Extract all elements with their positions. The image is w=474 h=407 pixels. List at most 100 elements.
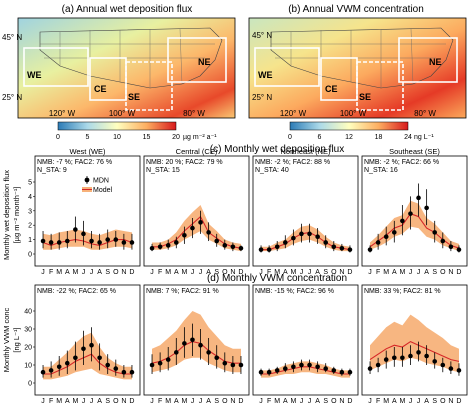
mdn-point [97, 355, 102, 361]
month-label: A [97, 398, 102, 405]
mdn-point [230, 244, 236, 250]
panel-stats: NMB: -7 %; FAC2: 76 % [37, 159, 112, 166]
map-b-region-ne: NE [429, 57, 442, 67]
month-label: J [90, 269, 94, 276]
legend-mdn-marker [84, 177, 90, 183]
month-label: F [158, 398, 162, 405]
month-label: M [383, 269, 389, 276]
ytick-label: 30 [24, 327, 32, 334]
mdn-point [105, 362, 111, 368]
map-b-lon-80: 80° W [414, 109, 436, 118]
month-label: J [259, 398, 263, 405]
month-label: M [165, 398, 171, 405]
month-label: S [214, 398, 219, 405]
mdn-point [222, 360, 228, 366]
mdn-point [456, 247, 462, 252]
month-label: J [300, 398, 304, 405]
month-label: J [409, 398, 413, 405]
mdn-point [48, 240, 54, 245]
month-label: J [368, 398, 372, 405]
mdn-point [121, 369, 127, 375]
map-a-cb-tick: 0 [56, 134, 60, 141]
ytick-label: 3 [28, 208, 32, 215]
model-line [43, 353, 132, 375]
month-label: A [97, 269, 102, 276]
month-label: O [222, 269, 228, 276]
mdn-point [440, 362, 446, 368]
mdn-point [456, 368, 462, 373]
month-label: F [49, 398, 53, 405]
panel-stats: N_STA: 40 [255, 167, 289, 174]
map-a-cb-tick: 5 [86, 134, 90, 141]
mdn-point [73, 227, 78, 232]
panel-stats: N_STA: 15 [146, 167, 180, 174]
month-label: S [432, 269, 437, 276]
map-b-cb-tick: 18 [375, 134, 383, 141]
mdn-point [56, 240, 62, 245]
mdn-point [323, 366, 329, 371]
mdn-point [97, 240, 102, 245]
month-label: N [448, 269, 453, 276]
model-band [152, 311, 241, 373]
mdn-point [157, 244, 163, 250]
month-label: J [41, 398, 45, 405]
mdn-point [383, 234, 389, 240]
map-a-lon-80: 80° W [183, 109, 205, 118]
month-label: O [222, 398, 228, 405]
month-label: O [331, 269, 337, 276]
month-label: A [206, 269, 211, 276]
mdn-point [81, 346, 86, 352]
ytick-label: 4 [28, 194, 32, 201]
month-label: S [105, 269, 110, 276]
map-a-title: (a) Annual wet deposition flux [62, 4, 193, 15]
month-label: J [368, 269, 372, 276]
mdn-point [440, 238, 446, 244]
model-line [369, 340, 460, 362]
mdn-point [408, 353, 413, 359]
month-label: A [315, 398, 320, 405]
month-label: S [323, 269, 328, 276]
panel-frame [143, 155, 250, 267]
mdn-point [307, 231, 312, 237]
panel-0-1: Central (CE) NMB: 20 %; FAC2: 79 %N_STA: … [143, 147, 250, 276]
map-annual-wet-deposition: (a) Annual wet deposition flux WE CE NE … [2, 4, 236, 141]
mdn-point [198, 220, 203, 225]
map-a-lon-100: 100° W [109, 109, 136, 118]
mdn-point [190, 337, 195, 343]
month-label: D [456, 269, 461, 276]
model-band [43, 229, 132, 250]
mdn-point [339, 369, 345, 375]
mdn-point [238, 245, 244, 251]
panel-stats: NMB: -22 %; FAC2: 65 % [37, 288, 116, 295]
model-line [261, 366, 350, 375]
ytick-label: 2 [28, 223, 32, 230]
mdn-point [64, 238, 70, 244]
map-b-box-ne [398, 37, 458, 83]
panel-stats: NMB: 7 %; FAC2: 91 % [146, 288, 219, 295]
month-label: A [424, 398, 429, 405]
map-b-title: (b) Annual VWM concentration [288, 4, 424, 15]
month-label: D [456, 398, 461, 405]
month-label: O [440, 398, 446, 405]
mdn-point [258, 247, 264, 252]
month-label: O [113, 398, 119, 405]
month-label: J [150, 398, 154, 405]
mdn-point [315, 364, 320, 370]
mdn-point [89, 342, 94, 348]
mdn-point [113, 366, 119, 371]
mdn-point [165, 357, 171, 362]
month-label: A [283, 398, 288, 405]
month-label: J [150, 269, 154, 276]
month-label: M [274, 398, 280, 405]
mdn-point [258, 369, 264, 375]
map-b-region-ce: CE [325, 84, 338, 94]
month-label: A [392, 398, 397, 405]
map-b-colorbar [289, 121, 409, 131]
map-b-lon-120: 120° W [280, 109, 307, 118]
month-label: D [238, 398, 243, 405]
mdn-point [315, 234, 320, 240]
mdn-point [238, 362, 244, 368]
panel-frame [143, 284, 250, 396]
mdn-point [165, 243, 171, 248]
